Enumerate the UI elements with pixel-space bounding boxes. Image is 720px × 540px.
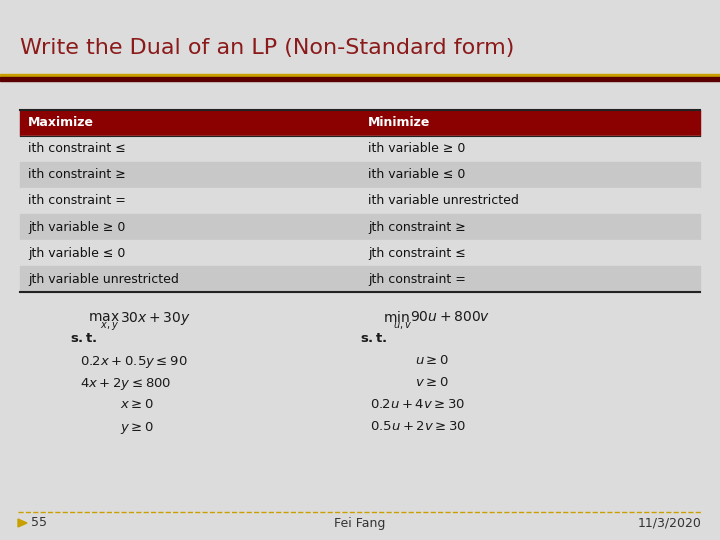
Text: jth variable ≤ 0: jth variable ≤ 0 xyxy=(28,246,125,260)
Text: jth constraint =: jth constraint = xyxy=(368,273,466,286)
Text: ith constraint ≥: ith constraint ≥ xyxy=(28,168,126,181)
Text: Fei Fang: Fei Fang xyxy=(334,516,386,530)
Text: ith variable unrestricted: ith variable unrestricted xyxy=(368,194,519,207)
Text: 11/3/2020: 11/3/2020 xyxy=(638,516,702,530)
Text: $0.2u+4v\geq 30$: $0.2u+4v\geq 30$ xyxy=(370,398,465,411)
Text: Minimize: Minimize xyxy=(368,117,431,130)
Text: $0.2x+0.5y\leq 90$: $0.2x+0.5y\leq 90$ xyxy=(80,354,187,370)
Text: $x\geq 0$: $x\geq 0$ xyxy=(120,398,154,411)
Bar xyxy=(20,136,700,162)
Text: $\max$: $\max$ xyxy=(89,310,120,324)
Text: Write the Dual of an LP (Non-Standard form): Write the Dual of an LP (Non-Standard fo… xyxy=(20,38,514,58)
Text: $\mathbf{s.t.}$: $\mathbf{s.t.}$ xyxy=(70,332,98,345)
Text: ith constraint ≤: ith constraint ≤ xyxy=(28,143,126,156)
Text: ith variable ≤ 0: ith variable ≤ 0 xyxy=(368,168,465,181)
Text: jth variable ≥ 0: jth variable ≥ 0 xyxy=(28,220,125,233)
Text: jth constraint ≥: jth constraint ≥ xyxy=(368,220,466,233)
Text: $u,v$: $u,v$ xyxy=(393,320,412,331)
Bar xyxy=(20,266,700,292)
Text: $y\geq 0$: $y\geq 0$ xyxy=(120,420,154,436)
Text: $0.5u+2v\geq 30$: $0.5u+2v\geq 30$ xyxy=(370,420,467,433)
Bar xyxy=(20,214,700,240)
Bar xyxy=(20,240,700,266)
Text: 55: 55 xyxy=(31,516,47,530)
Bar xyxy=(0,74,720,77)
Text: jth constraint ≤: jth constraint ≤ xyxy=(368,246,466,260)
Text: $\mathbf{s.t.}$: $\mathbf{s.t.}$ xyxy=(360,332,387,345)
Bar xyxy=(0,77,720,81)
Bar xyxy=(20,162,700,188)
Text: $v\geq 0$: $v\geq 0$ xyxy=(415,376,449,389)
Bar xyxy=(20,188,700,214)
Text: $90u+800v$: $90u+800v$ xyxy=(410,310,490,324)
Text: $4x+2y\leq 800$: $4x+2y\leq 800$ xyxy=(80,376,171,392)
Text: ith constraint =: ith constraint = xyxy=(28,194,126,207)
Text: $x,y$: $x,y$ xyxy=(100,320,119,332)
Polygon shape xyxy=(18,519,27,527)
Text: $u\geq 0$: $u\geq 0$ xyxy=(415,354,449,367)
Bar xyxy=(20,110,700,136)
Text: ith variable ≥ 0: ith variable ≥ 0 xyxy=(368,143,465,156)
Text: jth variable unrestricted: jth variable unrestricted xyxy=(28,273,179,286)
Text: $\min$: $\min$ xyxy=(383,310,410,325)
Text: $30x+30y$: $30x+30y$ xyxy=(120,310,191,327)
Text: Maximize: Maximize xyxy=(28,117,94,130)
